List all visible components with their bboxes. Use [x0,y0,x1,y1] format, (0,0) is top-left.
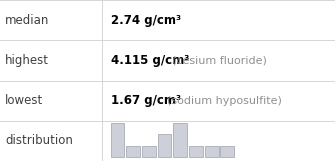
Text: 2.74 g/cm³: 2.74 g/cm³ [111,14,181,27]
Text: 1.67 g/cm³: 1.67 g/cm³ [111,94,181,107]
Bar [205,146,218,157]
Bar [189,146,203,157]
Bar [111,123,124,157]
Text: 4.115 g/cm³: 4.115 g/cm³ [111,54,189,67]
Text: (sodium hyposulfite): (sodium hyposulfite) [166,96,281,106]
Bar [174,123,187,157]
Text: highest: highest [5,54,49,67]
Text: (cesium fluoride): (cesium fluoride) [172,55,267,65]
Bar [126,146,140,157]
Text: lowest: lowest [5,94,43,107]
Text: median: median [5,14,49,27]
Bar [142,146,156,157]
Text: distribution: distribution [5,134,73,147]
Bar [158,134,172,157]
Bar [220,146,234,157]
